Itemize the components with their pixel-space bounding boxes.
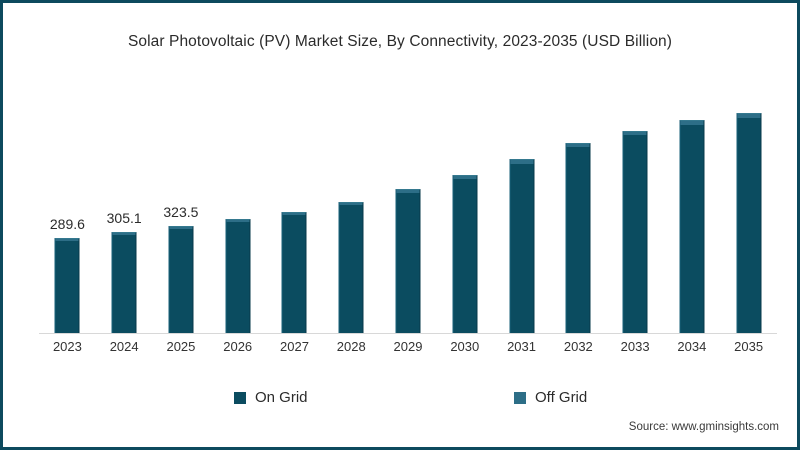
chart-title: Solar Photovoltaic (PV) Market Size, By … [127,33,673,50]
bar-segment-on-grid[interactable] [225,221,251,334]
bar-stack[interactable] [168,226,194,334]
bar-stack[interactable] [225,218,251,334]
bar-group-2033[interactable] [607,81,664,334]
bar-group-2031[interactable] [493,81,550,334]
legend-item-off-grid[interactable]: Off Grid [514,389,587,406]
bar-stack[interactable] [736,112,762,334]
bar-segment-on-grid[interactable] [281,215,307,334]
bar-group-2026[interactable] [209,81,266,334]
bar-segment-off-grid[interactable] [54,237,80,241]
bar-segment-off-grid[interactable] [168,226,194,230]
x-tick-2025: 2025 [166,339,196,354]
bar-group-2032[interactable] [550,81,607,334]
bar-segment-on-grid[interactable] [54,240,80,334]
bar-value-label-2024: 305.1 [106,210,142,227]
bar-group-2029[interactable] [380,81,437,334]
legend-item-on-grid[interactable]: On Grid [234,389,308,406]
bar-segment-on-grid[interactable] [509,163,535,334]
bar-segment-off-grid[interactable] [281,212,307,216]
x-tick-2027: 2027 [280,339,309,354]
bar-stack[interactable] [111,232,137,334]
bar-group-2027[interactable] [266,81,323,334]
x-tick-2023: 2023 [52,339,82,354]
legend-label: Off Grid [535,389,588,406]
x-tick-2024: 2024 [109,339,139,354]
legend-swatch-icon [234,391,246,404]
x-tick-2028: 2028 [336,339,366,354]
chart-legend: On Grid Off Grid [39,389,777,413]
bar-group-2024[interactable]: 305.1 [96,81,153,334]
bar-stack[interactable] [452,174,478,334]
bar-group-2023[interactable]: 289.6 [39,81,96,334]
source-attribution: Source: www.gminsights.com [628,421,779,433]
bar-group-2034[interactable] [663,81,720,334]
x-tick-2030: 2030 [450,339,480,354]
bar-segment-off-grid[interactable] [338,201,364,206]
bar-segment-off-grid[interactable] [395,189,421,193]
x-axis-line [39,333,777,334]
bar-segment-on-grid[interactable] [452,178,478,334]
bar-stack[interactable] [509,159,535,334]
bar-segment-off-grid[interactable] [736,112,762,118]
legend-swatch-icon [514,391,526,404]
x-tick-2032: 2032 [563,339,593,354]
bar-group-2028[interactable] [323,81,380,334]
bar-stack[interactable] [395,189,421,334]
bar-segment-off-grid[interactable] [622,130,648,136]
bar-segment-off-grid[interactable] [225,218,251,222]
x-tick-2035: 2035 [734,339,764,354]
bar-segment-off-grid[interactable] [452,174,478,179]
bar-stack[interactable] [565,142,591,334]
x-tick-2026: 2026 [223,339,253,354]
bar-segment-off-grid[interactable] [565,142,591,147]
x-tick-2031: 2031 [507,339,536,354]
bar-segment-off-grid[interactable] [679,120,705,125]
bar-segment-on-grid[interactable] [168,229,194,334]
plot-area: 289.6 305.1 323.5 [39,81,777,334]
bar-stack[interactable] [54,237,80,334]
bar-value-label-2023: 289.6 [49,215,85,232]
x-tick-2029: 2029 [393,339,423,354]
bar-group-2030[interactable] [436,81,493,334]
bar-segment-on-grid[interactable] [395,192,421,334]
bar-segment-off-grid[interactable] [509,159,535,164]
bar-stack[interactable] [338,201,364,334]
bar-segment-on-grid[interactable] [338,205,364,334]
x-tick-2033: 2033 [620,339,650,354]
bar-segment-on-grid[interactable] [679,124,705,334]
bar-segment-on-grid[interactable] [622,135,648,334]
bar-group-2025[interactable]: 323.5 [153,81,210,334]
bar-segment-on-grid[interactable] [565,146,591,334]
bar-stack[interactable] [281,212,307,334]
bar-stack[interactable] [679,120,705,334]
x-axis-tick-labels: 2023 2024 2025 2026 2027 2028 2029 2030 2031 2032… [39,339,777,361]
x-tick-2034: 2034 [677,339,707,354]
bar-segment-on-grid[interactable] [111,235,137,334]
bar-segment-off-grid[interactable] [111,232,137,236]
bar-segment-on-grid[interactable] [736,117,762,334]
bar-value-label-2025: 323.5 [163,204,199,221]
bar-group-2035[interactable] [720,81,777,334]
bar-stack[interactable] [622,130,648,334]
legend-label: On Grid [255,389,308,406]
